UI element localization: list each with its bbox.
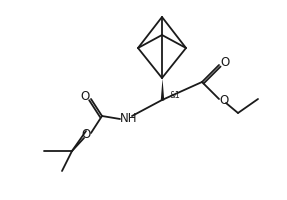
Text: NH: NH	[120, 112, 138, 126]
Text: O: O	[219, 95, 229, 108]
Text: O: O	[82, 129, 91, 142]
Text: &1: &1	[169, 92, 180, 100]
Text: O: O	[80, 90, 90, 102]
Text: O: O	[220, 55, 230, 68]
